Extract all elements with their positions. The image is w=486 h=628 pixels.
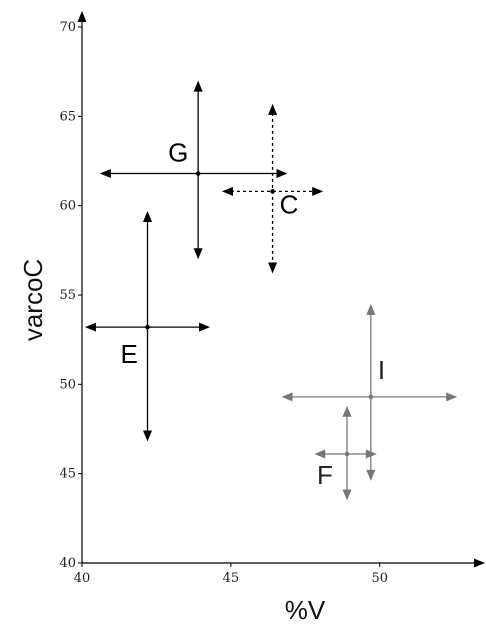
- y-axis-label: varcoC: [18, 259, 48, 341]
- point-label: E: [121, 339, 138, 369]
- x-axis-label: %V: [285, 595, 326, 625]
- y-tick-label: 50: [59, 377, 76, 392]
- data-point-f: F: [314, 405, 377, 501]
- point-label: F: [317, 460, 333, 490]
- data-point-c: C: [221, 103, 324, 274]
- y-tick-label: 60: [59, 199, 76, 214]
- up-arrow-icon: [366, 303, 376, 315]
- y-tick-label: 70: [59, 20, 76, 35]
- y-tick-label: 40: [59, 556, 76, 571]
- y-axis-arrow-icon: [77, 11, 87, 22]
- data-point-g: G: [99, 80, 288, 260]
- right-arrow-icon: [312, 186, 324, 196]
- data-point-e: E: [84, 211, 211, 442]
- point-label: G: [168, 138, 188, 168]
- y-tick-label: 65: [59, 109, 76, 124]
- right-arrow-icon: [446, 392, 458, 402]
- point-marker: [270, 189, 275, 194]
- left-arrow-icon: [281, 392, 293, 402]
- y-tick-label: 55: [59, 288, 76, 303]
- x-tick-label: 40: [74, 571, 91, 586]
- up-arrow-icon: [193, 80, 203, 92]
- left-arrow-icon: [221, 186, 233, 196]
- x-axis-arrow-icon: [474, 558, 485, 568]
- y-tick-label: 45: [59, 467, 76, 482]
- point-label: C: [280, 189, 299, 219]
- x-tick-label: 50: [372, 571, 389, 586]
- up-arrow-icon: [268, 103, 278, 115]
- right-arrow-icon: [276, 169, 288, 179]
- axes: [77, 11, 485, 568]
- up-arrow-icon: [342, 405, 352, 417]
- left-arrow-icon: [84, 322, 96, 332]
- point-marker: [145, 324, 150, 330]
- down-arrow-icon: [193, 248, 203, 260]
- down-arrow-icon: [366, 469, 376, 481]
- down-arrow-icon: [268, 262, 278, 274]
- data-point-i: I: [281, 303, 458, 481]
- point-marker: [195, 171, 201, 176]
- x-tick-label: 45: [223, 571, 240, 586]
- up-arrow-icon: [143, 211, 153, 223]
- data-marks: G C E I F: [84, 80, 458, 501]
- right-arrow-icon: [199, 322, 211, 332]
- right-arrow-icon: [365, 449, 377, 459]
- point-marker: [368, 394, 374, 400]
- axis-ticks: 40 45 50 40 45 50 55 60 65 70: [59, 20, 388, 586]
- left-arrow-icon: [314, 449, 326, 459]
- down-arrow-icon: [342, 489, 352, 501]
- point-label: I: [378, 355, 385, 385]
- down-arrow-icon: [143, 430, 153, 442]
- point-marker: [344, 451, 350, 457]
- left-arrow-icon: [99, 169, 111, 179]
